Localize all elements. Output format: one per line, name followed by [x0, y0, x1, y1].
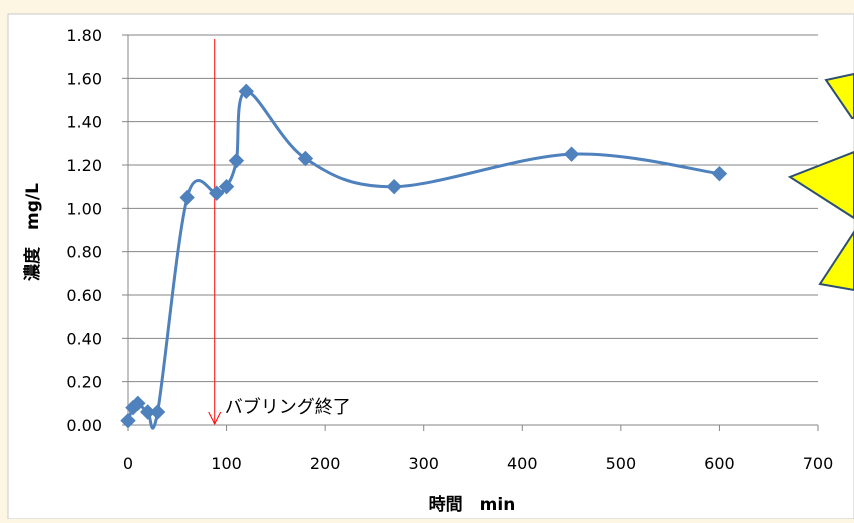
data-point-marker	[218, 178, 235, 195]
y-tick-label: 0.40	[66, 329, 102, 348]
callout-bubble-bottom	[818, 230, 854, 292]
y-tick-label: 0.00	[66, 416, 102, 435]
x-tick-label: 600	[704, 454, 735, 473]
y-tick-label: 1.80	[66, 26, 102, 45]
data-point-marker	[711, 165, 728, 182]
callout-bubbles	[787, 72, 854, 292]
chart-area	[7, 13, 854, 520]
y-tick-label: 1.60	[66, 69, 102, 88]
x-tick-label: 300	[408, 454, 439, 473]
annotation-arrowhead	[208, 411, 222, 426]
y-tick-labels: 0.00 0.20 0.40 0.60 0.80 1.00 1.20 1.40 1.60 1.80	[66, 26, 102, 435]
data-point-marker	[120, 412, 136, 429]
series-group	[120, 83, 728, 430]
data-point-marker	[130, 395, 146, 412]
x-tick-label: 400	[507, 454, 538, 473]
data-point-marker	[209, 185, 225, 201]
data-point-marker	[179, 189, 195, 206]
annotation-label: バブリング終了	[225, 396, 351, 418]
x-tick-label: 0	[123, 454, 133, 473]
grid-lines	[128, 34, 818, 383]
y-axis-title: 濃度 mg/L	[22, 183, 43, 281]
y-tick-label: 0.20	[66, 373, 102, 392]
data-point-marker	[563, 146, 580, 162]
y-tick-label: 0.60	[66, 286, 102, 305]
x-tick-labels: 0 100 200 300 400 500 600 700	[123, 454, 833, 473]
callout-bubble-middle	[787, 150, 854, 220]
data-point-marker	[149, 404, 166, 420]
annotation-group: バブリング終了	[208, 39, 351, 426]
data-point-marker	[238, 83, 254, 100]
data-point-marker	[228, 152, 245, 169]
y-tick-label: 0.80	[66, 243, 102, 262]
x-tick-label: 500	[606, 454, 637, 473]
axes	[122, 34, 819, 431]
y-tick-label: 1.20	[66, 156, 102, 175]
data-point-marker	[386, 178, 402, 195]
y-tick-label: 1.40	[66, 113, 102, 132]
x-axis-title: 時間 min	[429, 494, 516, 515]
x-tick-label: 700	[803, 454, 834, 473]
x-tick-label: 200	[310, 454, 341, 473]
x-tick-label: 100	[211, 454, 242, 473]
callout-bubble-top	[824, 72, 854, 119]
data-point-marker	[297, 150, 314, 167]
y-tick-label: 1.00	[66, 199, 102, 218]
